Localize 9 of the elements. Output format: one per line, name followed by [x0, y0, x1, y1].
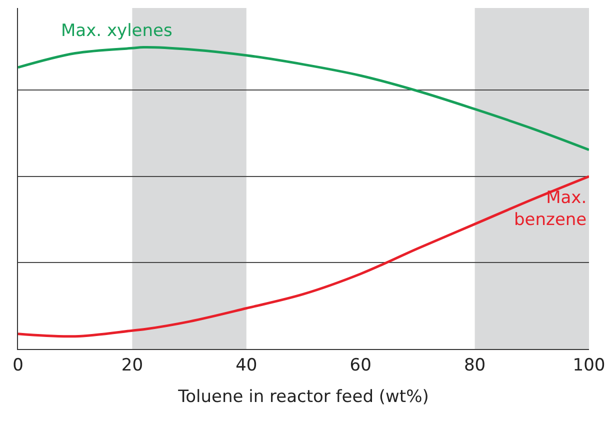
series-label: Max. xylenes [61, 21, 172, 41]
x-tick-label: 20 [121, 355, 144, 376]
x-axis-title: Toluene in reactor feed (wt%) [177, 386, 429, 407]
x-tick-label: 100 [572, 355, 606, 376]
x-tick-label: 60 [350, 355, 372, 376]
x-tick-label: 0 [12, 355, 24, 376]
x-tick-label: 80 [464, 355, 486, 376]
series-label: Max. benzene [514, 188, 587, 230]
x-tick-label: 40 [236, 355, 258, 376]
